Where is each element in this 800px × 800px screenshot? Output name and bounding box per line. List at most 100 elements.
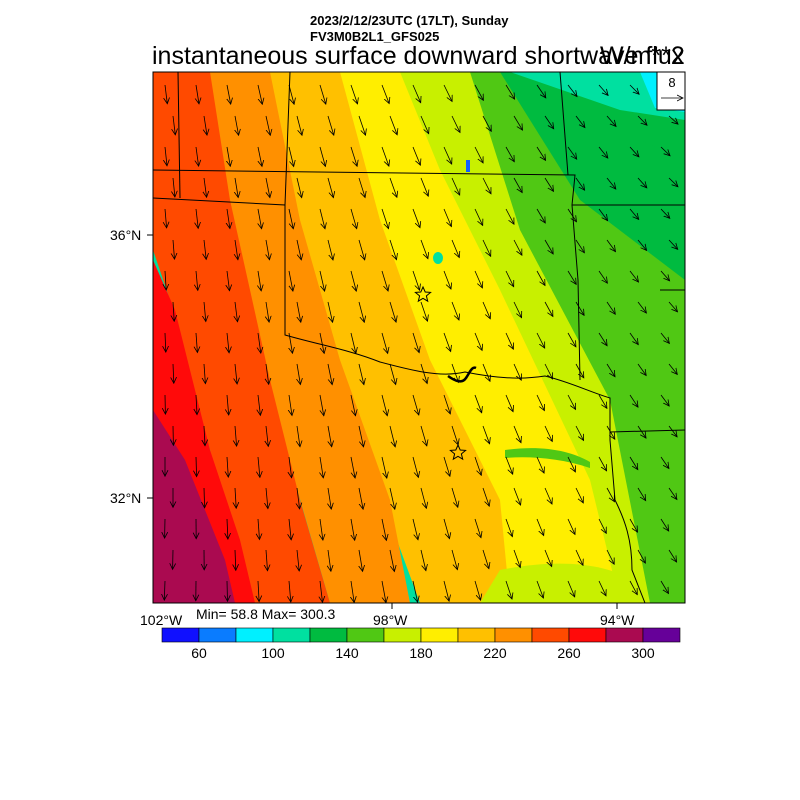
- wind-arrow: [474, 456, 481, 475]
- wind-arrow: [289, 456, 292, 478]
- wind-arrow: [196, 332, 197, 353]
- colorbar-tick-label: 260: [557, 645, 581, 661]
- colorbar-swatch: [642, 627, 681, 643]
- wind-arrow: [598, 146, 608, 158]
- wind-arrow: [637, 239, 647, 250]
- colorbar-tick-label: 100: [261, 645, 285, 661]
- wind-arrow: [443, 456, 450, 476]
- reference-vector-label: 8: [668, 75, 675, 90]
- wind-arrow: [598, 580, 606, 596]
- wind-arrow: [319, 270, 325, 291]
- wind-arrow: [266, 487, 268, 509]
- wind-arrow: [328, 425, 332, 447]
- state-boundaries: [153, 72, 685, 603]
- wind-arrow: [165, 270, 166, 290]
- wind-arrow: [389, 549, 394, 572]
- wind-arrow: [629, 332, 638, 345]
- wind-arrow: [173, 177, 175, 197]
- wind-arrow: [165, 84, 167, 104]
- wind-arrow: [196, 270, 198, 290]
- wind-arrow: [319, 332, 324, 353]
- wind-arrow: [235, 425, 237, 446]
- wind-arrow: [598, 518, 606, 533]
- axis-ticks: [147, 234, 618, 609]
- wind-arrow: [358, 115, 366, 135]
- wind-arrow: [536, 332, 545, 348]
- map-frame: [152, 71, 686, 604]
- wind-arrow: [567, 332, 576, 347]
- wind-arrow: [412, 580, 418, 602]
- wind-arrow: [668, 239, 678, 249]
- wind-arrow: [451, 487, 458, 507]
- wind-arrow: [412, 518, 418, 540]
- wind-arrow: [266, 239, 270, 260]
- wind-arrow: [165, 208, 167, 228]
- wind-arrow: [320, 456, 323, 478]
- wind-arrow: [320, 580, 323, 602]
- wind-arrow: [567, 270, 576, 284]
- wind-arrow: [350, 270, 356, 291]
- wind-arrow: [327, 363, 332, 385]
- wind-arrow: [629, 270, 639, 282]
- lat-label-32n: 32°N: [110, 490, 142, 506]
- wind-arrow: [544, 425, 552, 442]
- wind-arrow: [443, 394, 450, 414]
- wind-arrow: [575, 115, 585, 128]
- colorbar-swatch: [161, 627, 200, 643]
- wind-arrow: [412, 270, 420, 290]
- wind-arrow: [358, 363, 364, 385]
- colorbar-swatch: [605, 627, 644, 643]
- wind-arrow: [258, 332, 261, 353]
- wind-arrow: [598, 208, 608, 221]
- wind-arrow: [606, 301, 615, 314]
- wind-arrow: [257, 84, 262, 104]
- wind-arrow: [544, 549, 552, 567]
- wind-arrow: [451, 115, 460, 133]
- wind-arrow: [474, 332, 482, 350]
- wind-arrow: [629, 84, 639, 94]
- wind-arrow: [567, 84, 577, 97]
- wind-arrow: [266, 549, 268, 571]
- wind-arrow: [258, 208, 262, 229]
- wind-arrow: [513, 115, 523, 130]
- wind-arrow: [660, 394, 669, 406]
- wind-arrow: [358, 487, 363, 509]
- wind-arrow: [575, 425, 584, 440]
- wind-arrow: [288, 208, 293, 229]
- wind-arrow: [266, 301, 269, 322]
- wind-arrow: [660, 146, 670, 156]
- colorbar-tick-label: 140: [335, 645, 359, 661]
- wind-arrow: [474, 146, 483, 163]
- wind-arrow: [474, 84, 483, 100]
- wind-arrow: [412, 394, 419, 415]
- wind-arrow: [451, 425, 458, 445]
- reference-vector-box: [656, 71, 686, 111]
- wind-arrow: [598, 270, 607, 283]
- wind-arrow: [451, 301, 459, 320]
- wind-arrow: [668, 177, 678, 187]
- wind-arrow: [536, 518, 544, 536]
- lon-label-94w: 94°W: [600, 612, 635, 628]
- wind-arrow: [258, 456, 260, 477]
- wind-arrow: [389, 301, 396, 322]
- colorbar-swatch: [346, 627, 385, 643]
- wind-arrow: [575, 301, 584, 315]
- lon-label-102w: 102°W: [140, 612, 183, 628]
- wind-arrow: [297, 425, 300, 447]
- wind-arrow: [412, 84, 421, 103]
- wind-arrow: [575, 239, 584, 253]
- wind-arrow: [358, 177, 365, 198]
- wind-arrow: [660, 332, 669, 343]
- wind-arrow: [265, 115, 270, 135]
- colorbar-swatch: [383, 627, 422, 643]
- wind-arrow: [350, 84, 358, 104]
- wind-arrow: [598, 332, 607, 346]
- wind-arrow: [297, 363, 300, 385]
- wind-arrow: [258, 146, 262, 166]
- wind-arrow: [227, 84, 231, 104]
- wind-arrow: [505, 208, 514, 224]
- wind-arrow: [204, 425, 205, 446]
- wind-arrow: [505, 580, 512, 599]
- wind-arrow: [420, 177, 428, 196]
